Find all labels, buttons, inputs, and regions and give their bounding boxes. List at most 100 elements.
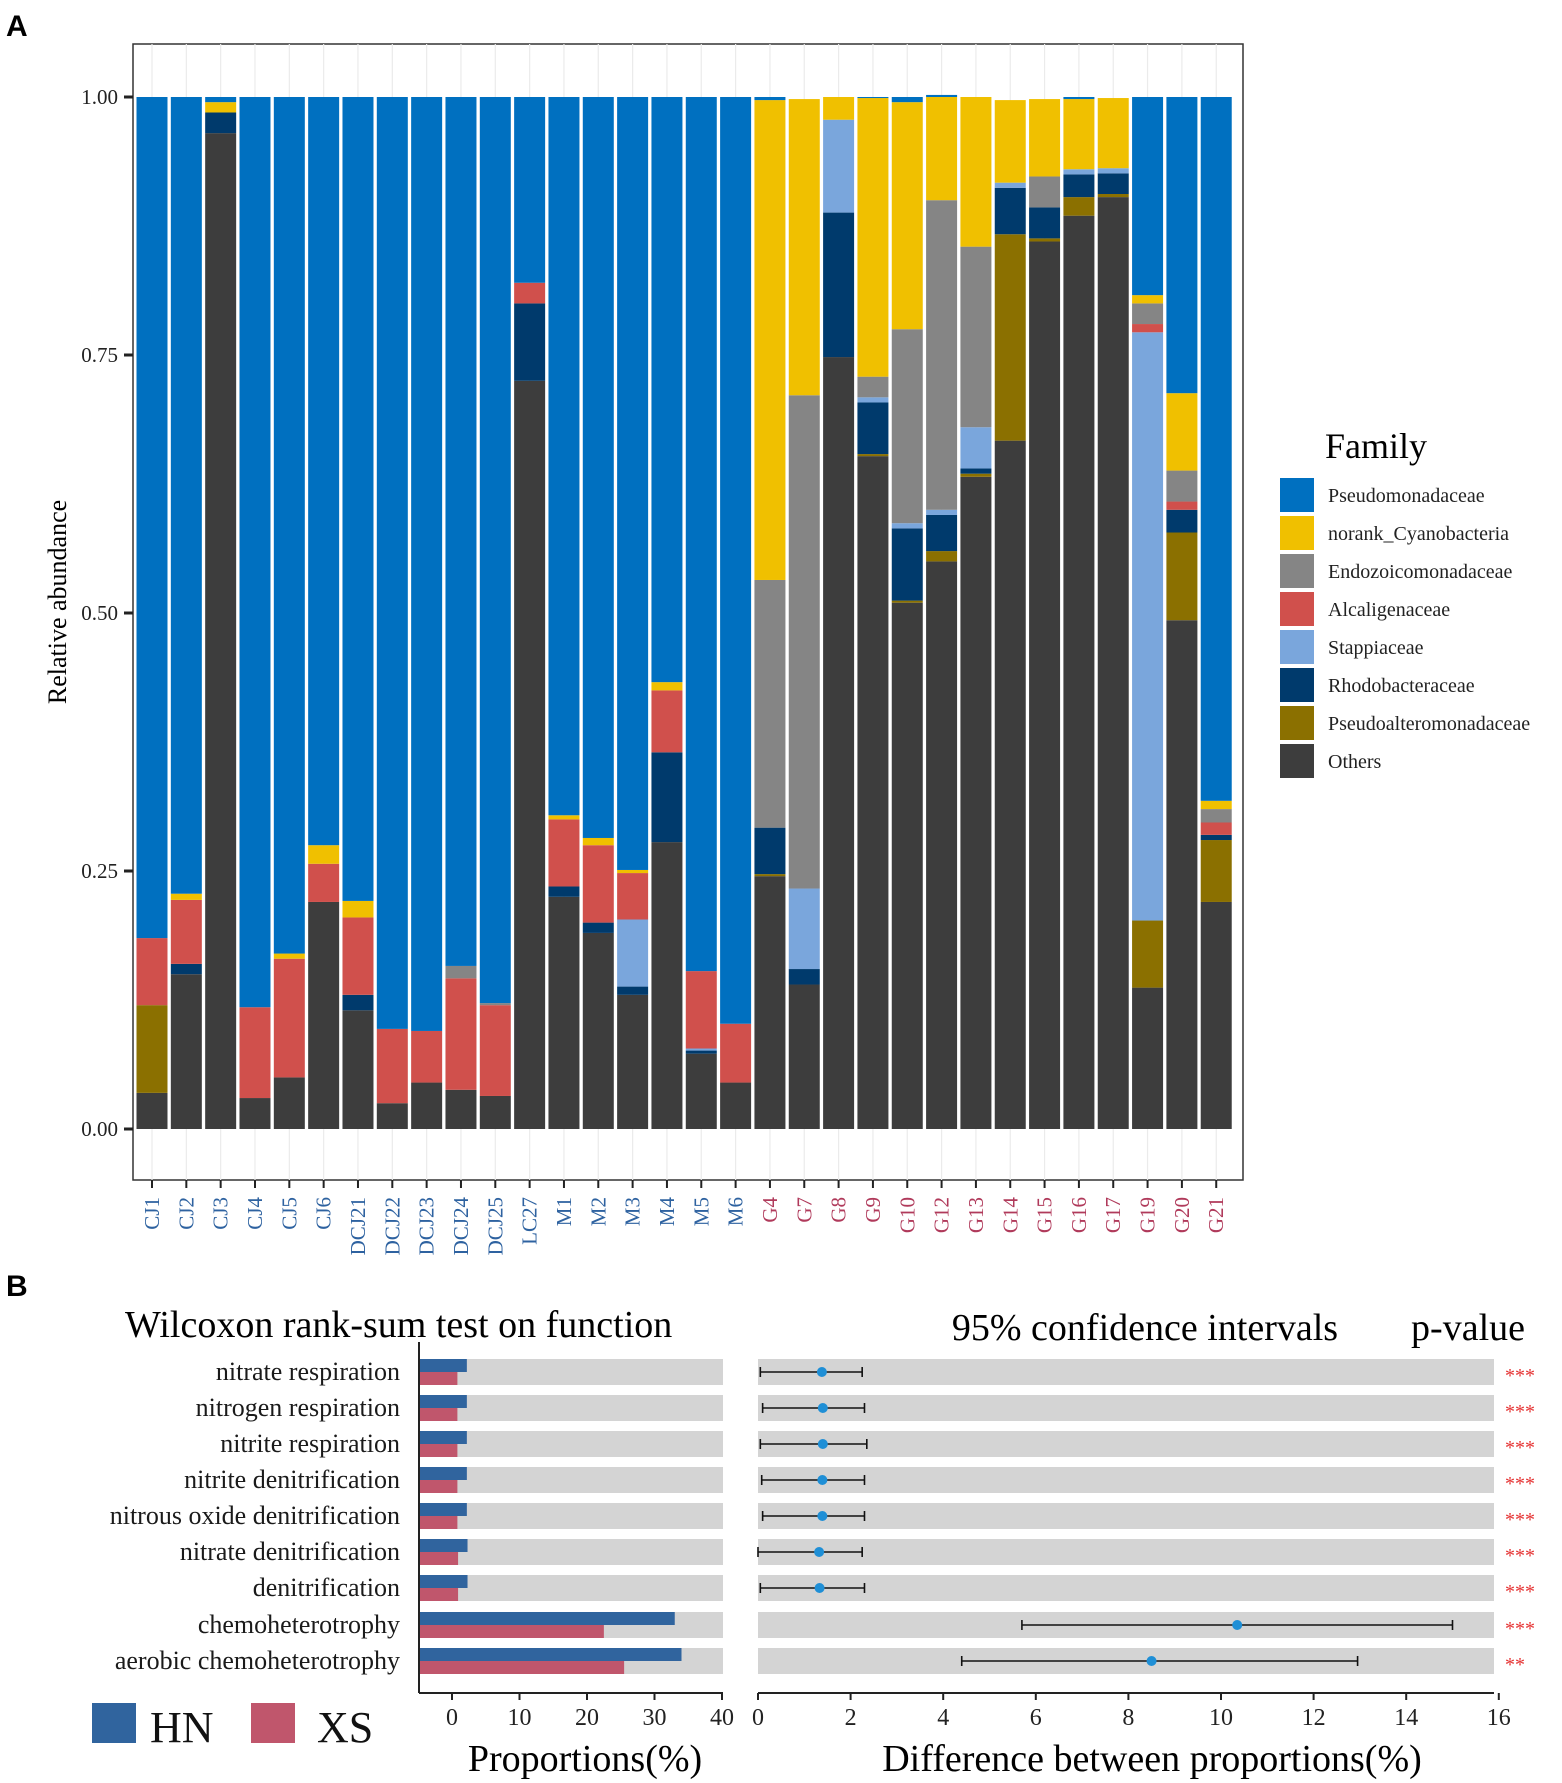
bar-segment-CJ5-Alcaligenaceae [273,958,305,1078]
bar-segment-DCJ21-Pseudomonadaceae [342,97,374,901]
bar-segment-M3-Pseudomonadaceae [617,97,649,870]
bar-segment-DCJ21-Alcaligenaceae [342,917,374,995]
bar-segment-G17-Rhodobacteraceae [1097,173,1129,195]
bar-segment-G10-norank_Cyanobacteria [891,102,923,330]
bar-segment-M4-Rhodobacteraceae [651,752,683,843]
x-tick-label: 30 [643,1705,667,1731]
legend-entry: Alcaligenaceae [1328,599,1450,621]
bar-segment-G15-Others [1029,241,1061,1130]
bar-XS [419,1372,458,1385]
bar-segment-LC27-Rhodobacteraceae [514,303,546,381]
ci-point [817,1511,828,1521]
ci-row-background [758,1575,1494,1601]
bar-segment-G14-Rhodobacteraceae [994,187,1026,235]
bar-segment-G19-Alcaligenaceae [1132,324,1164,333]
bar-segment-G13-Stappiaceae [960,427,992,469]
bar-segment-G21-Others [1200,901,1232,1129]
bar-segment-M1-Rhodobacteraceae [548,886,580,897]
x-tick-label: DCJ21 [346,1197,370,1255]
bar-segment-G20-Others [1166,620,1198,1129]
bar-segment-G16-Stappiaceae [1063,169,1095,175]
bar-segment-G9-norank_Cyanobacteria [857,98,889,377]
x-tick-label: M2 [586,1197,610,1226]
y-axis-label: Relative abundance [43,500,72,704]
bar-segment-G14-Stappiaceae [994,182,1026,188]
bar-segment-DCJ23-Pseudomonadaceae [411,97,443,1031]
bar-segment-G19-Pseudomonadaceae [1132,97,1164,296]
bar-segment-G7-Stappiaceae [788,888,820,970]
bar-segment-G16-norank_Cyanobacteria [1063,99,1095,170]
pvalue-stars: *** [1505,1545,1535,1567]
x-tick-label: 2 [845,1705,857,1731]
bar-segment-G15-norank_Cyanobacteria [1029,99,1061,177]
bar-segment-G17-norank_Cyanobacteria [1097,98,1129,169]
bar-segment-G21-Rhodobacteraceae [1200,834,1232,841]
x-tick-label: M4 [655,1197,679,1227]
ci-point [814,1583,825,1593]
ci-point [1232,1620,1243,1630]
ci-row-background [758,1467,1494,1493]
x-tick-label: CJ1 [140,1197,164,1230]
bar-segment-G12-Rhodobacteraceae [926,514,958,552]
bar-segment-DCJ24-Pseudomonadaceae [445,97,477,966]
bar-segment-G21-Endozoicomonadaceae [1200,809,1232,823]
legend-swatch-Others [1280,744,1314,778]
pvalue-stars: *** [1505,1618,1535,1640]
bar-segment-G17-Others [1097,197,1129,1129]
bar-segment-G4-Pseudomonadaceae [754,97,786,101]
bar-segment-G21-norank_Cyanobacteria [1200,800,1232,810]
bar-segment-DCJ22-Pseudomonadaceae [376,97,408,1029]
bar-segment-G21-Alcaligenaceae [1200,822,1232,835]
bar-HN [419,1648,682,1661]
row-background [419,1431,723,1457]
bar-segment-CJ3-Pseudomonadaceae [205,97,237,103]
bar-segment-CJ2-norank_Cyanobacteria [170,893,202,900]
bar-segment-G10-Pseudoalteromonadaceae [891,600,923,603]
bar-segment-M2-Pseudomonadaceae [582,97,614,838]
legend-swatch-XS [251,1703,295,1743]
bar-segment-G7-Endozoicomonadaceae [788,395,820,889]
bar-segment-DCJ25-Others [479,1095,511,1129]
bar-segment-M4-Pseudomonadaceae [651,97,683,683]
bar-segment-M6-Alcaligenaceae [720,1023,752,1083]
bar-segment-LC27-Others [514,380,546,1129]
proportions-bar-chart: Wilcoxon rank-sum test on function nitra… [92,1304,734,1780]
bar-segment-G12-Endozoicomonadaceae [926,200,958,510]
bar-segment-G10-Endozoicomonadaceae [891,329,923,524]
stacked-bar-chart: 0.00 0.25 0.50 0.75 1.00 CJ1 CJ2 CJ3 CJ4 CJ5 CJ6 D… [43,43,1530,1255]
bar-segment-G19-norank_Cyanobacteria [1132,295,1164,304]
bar-XS [419,1552,459,1565]
confidence-interval-chart: 95% confidence intervals p-value *******… [752,1307,1535,1780]
row-background [419,1395,723,1421]
bar-segment-G17-Pseudoalteromonadaceae [1097,194,1129,198]
bar-segment-G16-Rhodobacteraceae [1063,174,1095,198]
bar-segment-G14-norank_Cyanobacteria [994,100,1026,183]
legend-entry: Endozoicomonadaceae [1328,561,1512,583]
bar-segment-CJ6-Others [308,901,340,1129]
bar-segment-G20-Pseudoalteromonadaceae [1166,532,1198,621]
proportion-rows: nitrate respiration nitrogen respiration n… [110,1357,723,1675]
bar-segment-M5-Alcaligenaceae [685,971,717,1049]
bar-segment-DCJ25-Alcaligenaceae [479,1005,511,1096]
bar-segment-CJ5-norank_Cyanobacteria [273,953,305,959]
x-tick-label: 10 [1209,1705,1233,1731]
bar-segment-G10-Rhodobacteraceae [891,528,923,601]
bar-segment-G13-Pseudoalteromonadaceae [960,473,992,477]
bar-segment-DCJ25-Endozoicomonadaceae [479,1003,511,1006]
bar-segment-M3-norank_Cyanobacteria [617,869,649,874]
bar-segment-G19-Stappiaceae [1132,332,1164,921]
bar-segment-DCJ24-Endozoicomonadaceae [445,965,477,979]
pvalue-stars: *** [1505,1437,1535,1459]
row-background [419,1503,723,1529]
bar-segment-G20-Pseudomonadaceae [1166,97,1198,394]
x-tick-label: M5 [689,1197,713,1226]
row-label: nitrite respiration [220,1429,400,1458]
bar-segment-M2-Others [582,932,614,1129]
row-label: aerobic chemoheterotrophy [115,1646,400,1675]
bar-HN [419,1503,467,1516]
difference-x-axis: 0 2 4 6 8 10 12 14 16 [752,1692,1511,1731]
bar-segment-M1-Pseudomonadaceae [548,97,580,816]
bar-segment-G12-Stappiaceae [926,509,958,515]
x-tick-label: CJ5 [277,1197,301,1230]
legend-entry: Pseudomonadaceae [1328,485,1485,507]
